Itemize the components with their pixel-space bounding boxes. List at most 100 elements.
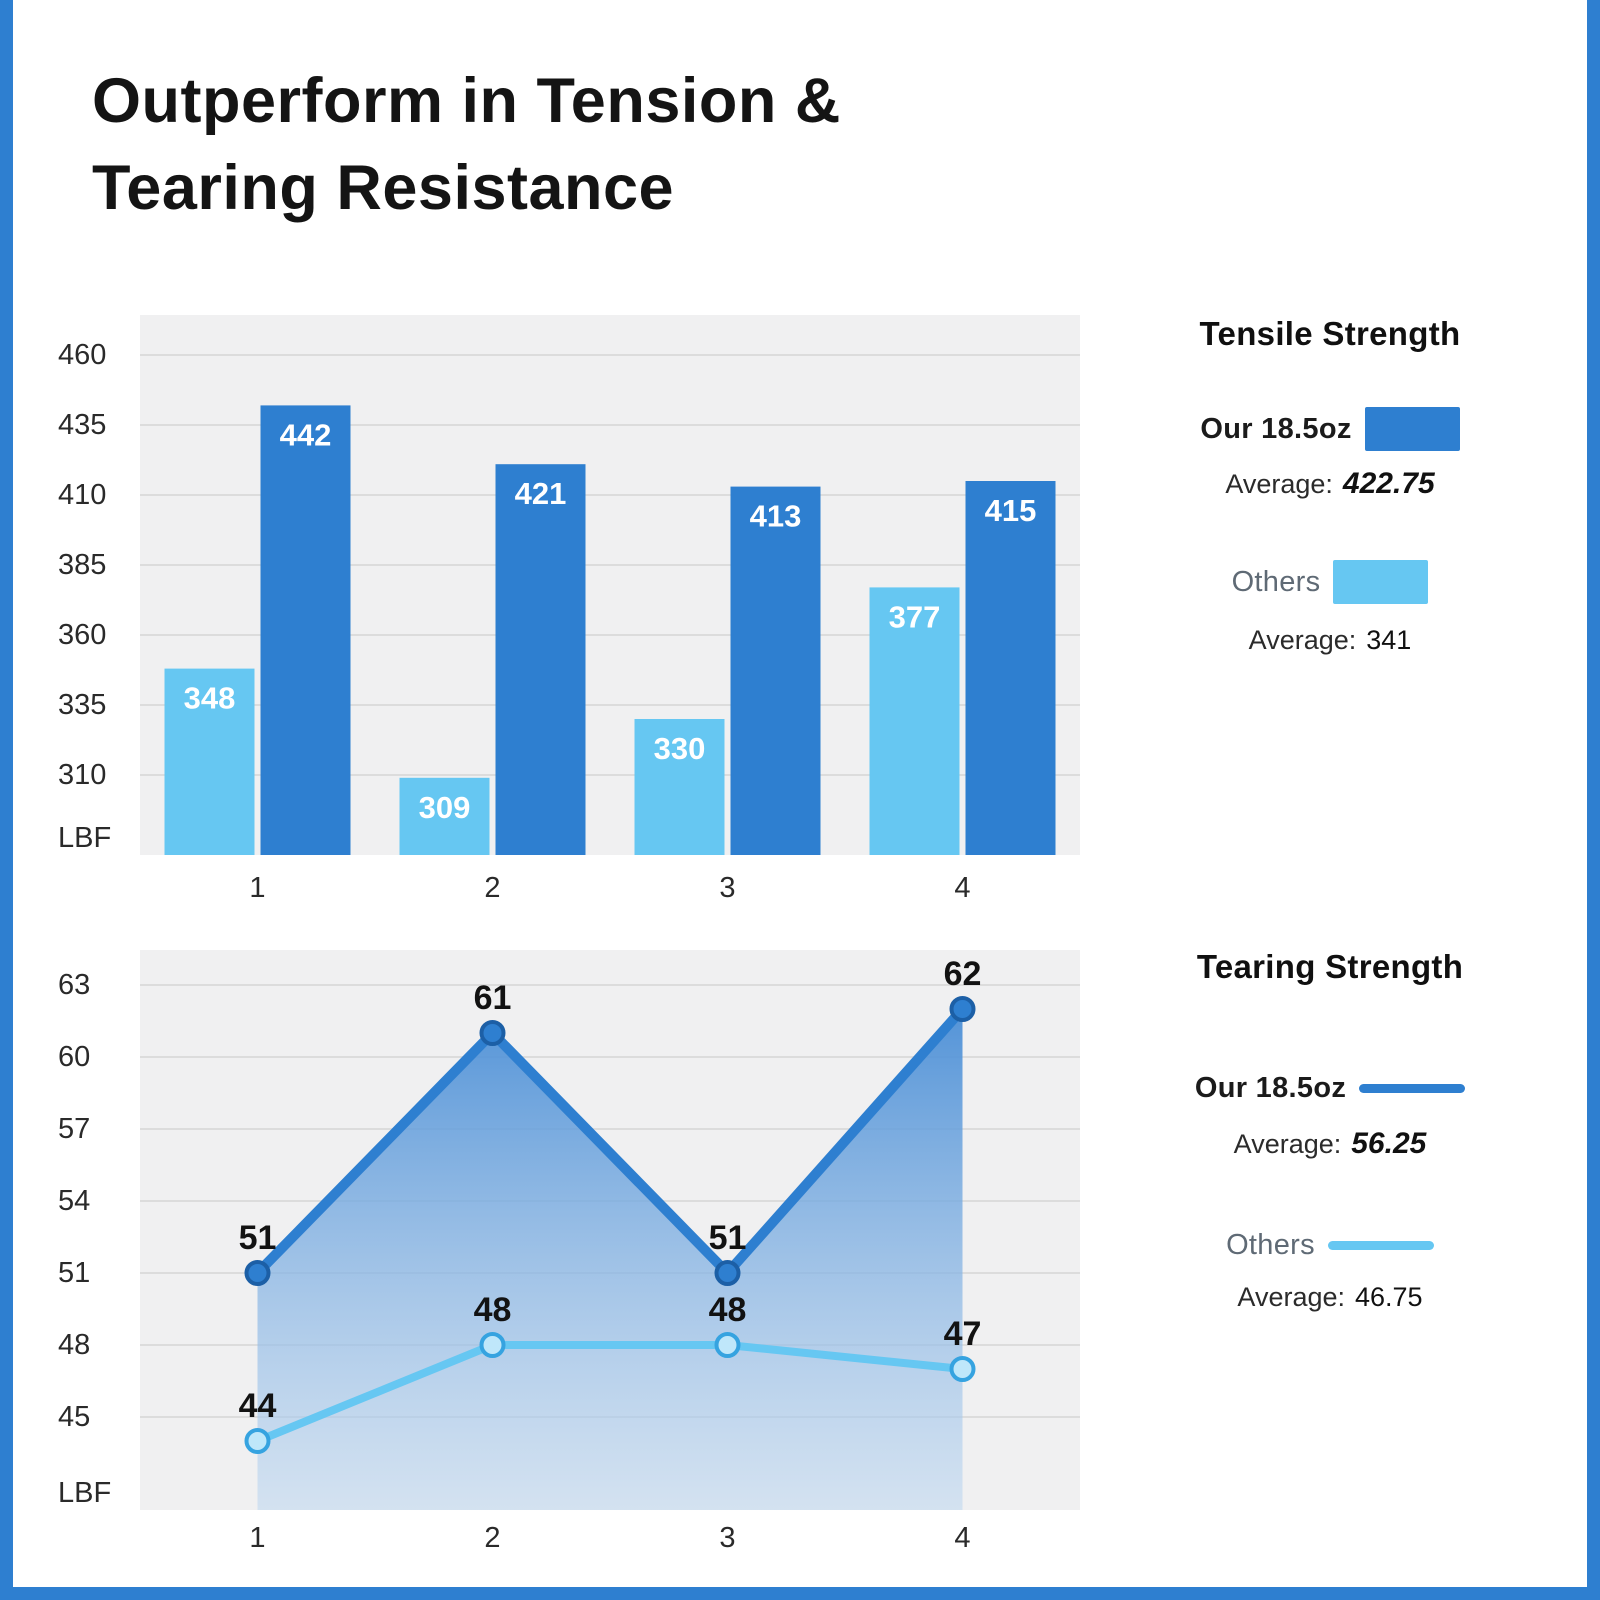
y-tick-label: 45	[58, 1401, 91, 1433]
y-tick-label: 63	[58, 969, 91, 1001]
frame-right-border	[1587, 0, 1600, 1600]
bar-others	[869, 587, 960, 855]
y-tick-label: 51	[58, 1257, 91, 1289]
tearing-others-row: Others	[1158, 1229, 1502, 1262]
bar-value-label: 309	[419, 790, 471, 825]
tensile-legend: Tensile Strength Our 18.5oz Average: 422…	[1158, 315, 1502, 656]
x-tick-label: 3	[719, 1522, 736, 1554]
tensile-bar-chart-svg: 348 442 309 421 330 413 377 415	[140, 354, 1080, 855]
others-point-label: 48	[709, 1291, 747, 1329]
tensile-y-axis: 460 435 410 385 360 335 310 LBF	[58, 315, 138, 855]
tensile-legend-title: Tensile Strength	[1199, 315, 1461, 352]
tensile-others-average-row: Average: 341	[1158, 625, 1502, 656]
y-tick-label: 460	[58, 339, 107, 371]
our-line	[252, 1004, 968, 1278]
tensile-our-swatch	[1364, 407, 1460, 451]
others-line	[253, 1341, 967, 1445]
average-label: Average:	[1233, 1129, 1342, 1159]
tensile-others-swatch	[1333, 560, 1429, 604]
bar-others	[634, 719, 725, 855]
x-tick-label: 1	[249, 872, 266, 904]
x-tick-label: 1	[249, 1522, 266, 1554]
tensile-our-row: Our 18.5oz	[1158, 407, 1502, 451]
tensile-our-average-value: 422.75	[1342, 467, 1435, 500]
tensile-others-row: Others	[1158, 560, 1502, 604]
our-point-marker	[244, 1260, 271, 1286]
bar-value-label: 377	[889, 599, 941, 634]
tearing-y-axis: 63 60 57 54 51 48 45 LBF	[58, 950, 138, 1510]
others-point-label: 47	[944, 1315, 982, 1353]
tensile-our-average-row: Average: 422.75	[1158, 467, 1502, 501]
y-tick-label: 410	[58, 479, 107, 511]
tearing-our-label: Our 18.5oz	[1194, 1072, 1347, 1104]
tearing-our-average-row: Average: 56.25	[1158, 1127, 1502, 1161]
y-tick-label: 360	[58, 619, 107, 651]
average-label: Average:	[1248, 625, 1357, 655]
bar-value-label: 442	[280, 417, 332, 452]
tensile-chart-plot: 348 442 309 421 330 413 377 415	[140, 315, 1080, 855]
others-point-marker	[244, 1428, 271, 1454]
our-point-label: 51	[239, 1219, 277, 1257]
y-tick-label: 435	[58, 409, 107, 441]
tensile-others-average-value: 341	[1366, 625, 1412, 655]
y-tick-label: 57	[58, 1113, 91, 1145]
area-fill	[257, 1009, 963, 1510]
tensile-others-label: Others	[1231, 565, 1321, 598]
bar-others	[399, 777, 490, 855]
tearing-x-axis: 1 2 3 4	[140, 1522, 1080, 1562]
our-point-label: 51	[709, 1219, 747, 1257]
tearing-others-swatch	[1327, 1241, 1434, 1250]
bar-value-label: 330	[654, 731, 706, 766]
x-tick-label: 2	[484, 1522, 501, 1554]
average-label: Average:	[1237, 1282, 1345, 1312]
our-point-label: 61	[474, 979, 512, 1017]
others-point-label: 44	[239, 1387, 277, 1425]
y-axis-unit: LBF	[58, 1477, 112, 1509]
our-point-marker	[714, 1260, 741, 1286]
others-point-marker	[479, 1332, 506, 1358]
bar-others	[164, 668, 255, 855]
frame-bottom-border	[0, 1587, 1600, 1600]
tearing-others-average-value: 46.75	[1355, 1282, 1423, 1312]
frame-left-border	[0, 0, 13, 1600]
x-tick-label: 4	[954, 1522, 971, 1554]
title-line-1: Outperform in Tension &	[92, 66, 841, 136]
tensile-our-label: Our 18.5oz	[1200, 412, 1352, 445]
others-point-marker	[714, 1332, 741, 1358]
others-point-label: 48	[474, 1291, 512, 1329]
bar-value-label: 348	[184, 681, 236, 716]
y-tick-label: 60	[58, 1041, 91, 1073]
bar-our	[495, 464, 586, 855]
page-title: Outperform in Tension & Tearing Resistanc…	[92, 58, 841, 232]
bar-our	[260, 405, 351, 855]
average-label: Average:	[1225, 469, 1333, 499]
our-point-marker	[479, 1020, 506, 1046]
our-point-label: 62	[944, 955, 982, 993]
y-tick-label: 54	[58, 1185, 91, 1217]
tearing-legend: Tearing Strength Our 18.5oz Average: 56.…	[1158, 948, 1502, 1313]
tearing-line-chart-svg: 51 61 51 62 44 48 48 47	[140, 955, 1080, 1510]
tearing-others-average-row: Average: 46.75	[1158, 1282, 1502, 1313]
tearing-our-row: Our 18.5oz	[1158, 1072, 1502, 1105]
y-tick-label: 335	[58, 689, 107, 721]
tearing-others-label: Others	[1226, 1229, 1315, 1261]
bar-value-label: 415	[985, 493, 1037, 528]
y-axis-unit: LBF	[58, 822, 112, 854]
x-tick-label: 4	[954, 872, 971, 904]
title-line-2: Tearing Resistance	[92, 152, 675, 223]
our-point-marker	[949, 996, 976, 1022]
tearing-our-average-value: 56.25	[1351, 1127, 1427, 1160]
bar-value-label: 413	[750, 499, 802, 534]
x-tick-label: 3	[719, 872, 736, 904]
tensile-x-axis: 1 2 3 4	[140, 872, 1080, 912]
tearing-our-swatch	[1359, 1084, 1466, 1093]
bar-our	[965, 481, 1056, 855]
y-tick-label: 385	[58, 549, 107, 581]
others-point-marker	[949, 1356, 976, 1382]
y-tick-label: 310	[58, 759, 107, 791]
bar-value-label: 421	[515, 476, 567, 511]
bar-our	[730, 486, 821, 855]
y-tick-label: 48	[58, 1329, 91, 1361]
tearing-chart-plot: 51 61 51 62 44 48 48 47	[140, 950, 1080, 1510]
x-tick-label: 2	[484, 872, 501, 904]
